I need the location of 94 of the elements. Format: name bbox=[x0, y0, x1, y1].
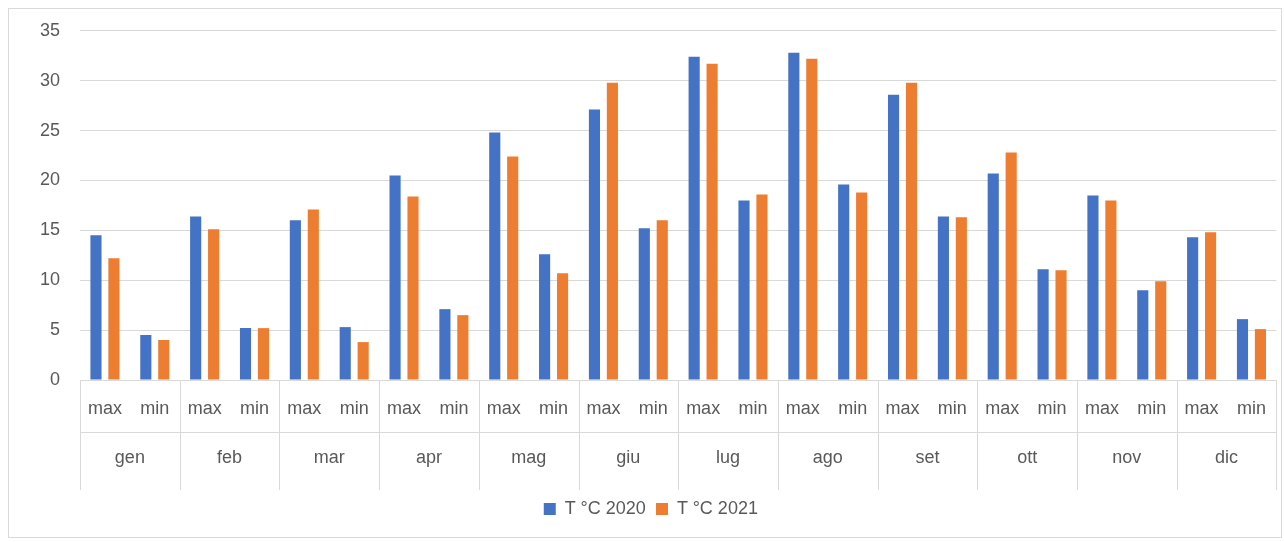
bar bbox=[1105, 200, 1117, 380]
x-tick-label: max bbox=[885, 397, 920, 418]
bar bbox=[439, 309, 451, 380]
bar bbox=[1005, 152, 1017, 380]
x-tick-label: min bbox=[1037, 397, 1067, 418]
bar bbox=[208, 229, 220, 380]
bar bbox=[407, 196, 419, 380]
bar bbox=[239, 328, 252, 380]
y-tick-label: 0 bbox=[50, 368, 61, 389]
y-tick-label: 25 bbox=[39, 119, 61, 140]
x-tick-label: min bbox=[638, 397, 668, 418]
bar bbox=[457, 315, 469, 380]
x-tick-label: max bbox=[1084, 397, 1119, 418]
bar bbox=[489, 132, 501, 380]
x-tick-label: max bbox=[486, 397, 521, 418]
bar bbox=[307, 209, 319, 380]
bar bbox=[955, 217, 967, 380]
x-tick-label: max bbox=[586, 397, 621, 418]
x-tick-label: max bbox=[1184, 397, 1219, 418]
bar bbox=[887, 94, 900, 380]
x-tick-label: max bbox=[387, 397, 422, 418]
y-tick-label: 15 bbox=[39, 219, 61, 240]
bar bbox=[838, 184, 850, 380]
bar bbox=[389, 175, 401, 380]
y-tick-label: 30 bbox=[39, 69, 61, 90]
bar bbox=[638, 228, 650, 380]
text: mag bbox=[511, 446, 547, 467]
bar bbox=[756, 194, 768, 380]
bar bbox=[788, 52, 800, 380]
x-tick-label: max bbox=[87, 397, 122, 418]
bar bbox=[90, 235, 102, 380]
text: giu bbox=[616, 446, 641, 467]
text: mar bbox=[313, 446, 345, 467]
x-tick-label: min bbox=[937, 397, 967, 418]
bar bbox=[339, 327, 351, 380]
bar bbox=[257, 328, 270, 380]
text: gen bbox=[114, 446, 145, 467]
bar bbox=[738, 200, 750, 380]
bar bbox=[507, 156, 519, 380]
bar bbox=[108, 258, 120, 380]
text: set bbox=[915, 446, 940, 467]
text: lug bbox=[716, 446, 741, 467]
x-tick-label: min bbox=[838, 397, 868, 418]
text: dic bbox=[1215, 446, 1239, 467]
bar bbox=[987, 173, 999, 380]
bar bbox=[158, 340, 170, 380]
bar bbox=[688, 56, 700, 380]
bar bbox=[1187, 237, 1199, 380]
bar bbox=[1137, 290, 1149, 380]
x-tick-label: max bbox=[287, 397, 322, 418]
bar bbox=[606, 82, 618, 380]
y-tick-label: 35 bbox=[39, 19, 61, 40]
bar bbox=[905, 82, 918, 380]
bar bbox=[357, 342, 369, 380]
bar bbox=[1037, 269, 1049, 380]
bar bbox=[937, 216, 949, 380]
x-tick-label: max bbox=[985, 397, 1020, 418]
bar bbox=[588, 109, 601, 380]
bar bbox=[190, 216, 202, 380]
bar bbox=[856, 192, 868, 380]
legend-label: T °C 2020 bbox=[564, 497, 646, 518]
x-tick-label: min bbox=[539, 397, 569, 418]
bar bbox=[1236, 319, 1249, 380]
y-tick-label: 20 bbox=[39, 169, 61, 190]
text: feb bbox=[217, 446, 243, 467]
y-tick-label: 10 bbox=[39, 269, 61, 290]
text: apr bbox=[415, 446, 442, 467]
x-tick-label: max bbox=[187, 397, 222, 418]
bar bbox=[1055, 270, 1067, 380]
bar bbox=[1087, 195, 1099, 380]
x-tick-label: min bbox=[1137, 397, 1167, 418]
bar bbox=[556, 273, 569, 380]
bar bbox=[1155, 281, 1167, 380]
x-tick-label: min bbox=[439, 397, 469, 418]
x-tick-label: min bbox=[1236, 397, 1266, 418]
x-tick-label: max bbox=[686, 397, 721, 418]
bar bbox=[1254, 329, 1266, 380]
text: ott bbox=[1017, 446, 1038, 467]
x-tick-label: min bbox=[339, 397, 369, 418]
x-tick-label: min bbox=[140, 397, 170, 418]
bar bbox=[140, 335, 152, 380]
bar bbox=[1205, 232, 1217, 380]
bar bbox=[539, 254, 551, 380]
bar bbox=[289, 220, 301, 380]
x-tick-label: min bbox=[239, 397, 269, 418]
bar bbox=[706, 63, 718, 380]
y-tick-label: 5 bbox=[50, 319, 61, 340]
text: nov bbox=[1112, 446, 1142, 467]
text: ago bbox=[812, 446, 843, 467]
legend-label: T °C 2021 bbox=[677, 497, 758, 518]
x-tick-label: min bbox=[738, 397, 768, 418]
bar bbox=[656, 220, 668, 380]
x-tick-label: max bbox=[785, 397, 820, 418]
bar bbox=[806, 58, 818, 380]
